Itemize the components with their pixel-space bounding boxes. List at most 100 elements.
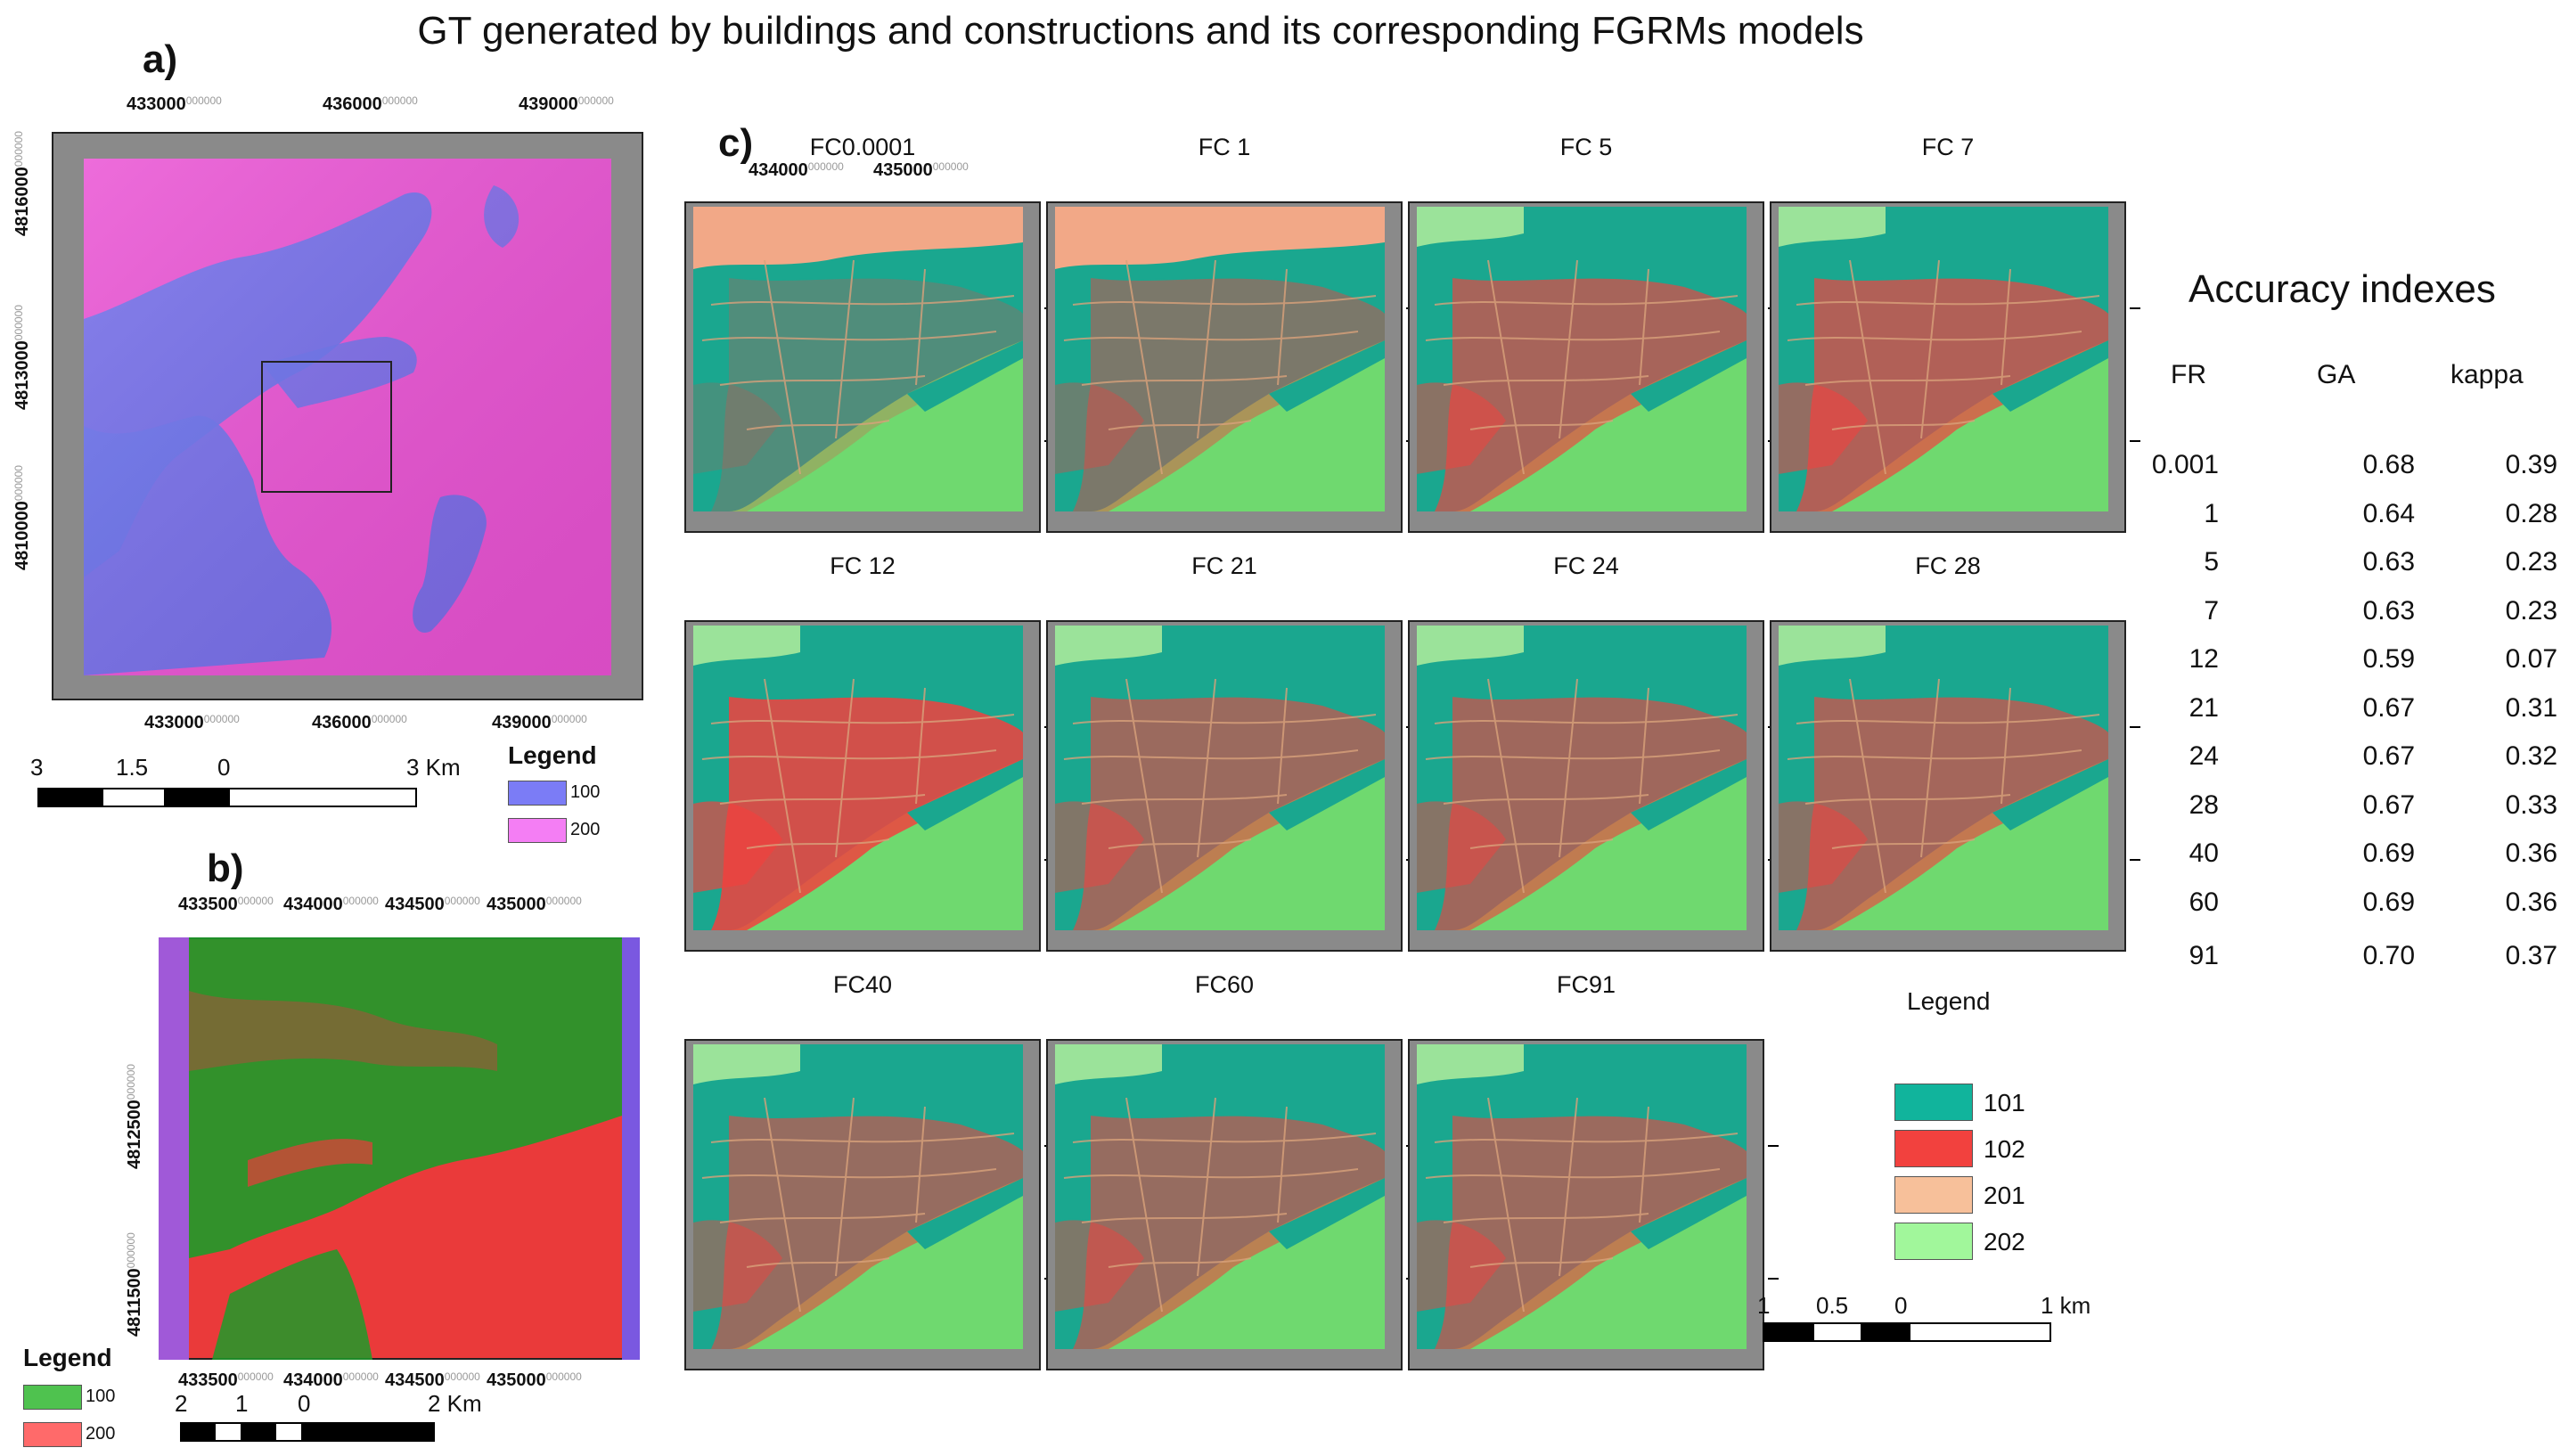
accuracy-fr-cell: 5 xyxy=(2204,547,2219,577)
accuracy-kappa-cell: 0.32 xyxy=(2505,741,2557,771)
panel-a-top-tick: 439000000000 xyxy=(519,94,614,114)
panel-b-left-tick: 4812500000000 xyxy=(125,1064,144,1169)
scale-bar-segment xyxy=(37,788,103,807)
accuracy-ga-cell: 0.67 xyxy=(2362,693,2415,723)
panel-b-top-tick: 433500000000 xyxy=(178,895,274,914)
map-tick-mark xyxy=(2130,859,2140,861)
legend-swatch-200 xyxy=(508,818,567,843)
fc-map-title: FC 21 xyxy=(1191,552,1257,579)
panel-b-landcover xyxy=(159,937,640,1360)
map-tick-mark xyxy=(1768,1278,1779,1280)
legend-label: 101 xyxy=(1984,1089,2025,1117)
accuracy-ga-cell: 0.67 xyxy=(2362,741,2415,771)
fc-map-frame xyxy=(1408,620,1764,952)
fc-map-frame xyxy=(1046,620,1403,952)
legend-label: 200 xyxy=(570,820,601,839)
accuracy-header-fr: FR xyxy=(2171,360,2206,389)
panel-c-scale-label: 1 xyxy=(1757,1292,1771,1319)
fc-map-title: FC40 xyxy=(832,971,893,998)
panel-c-scale-label: 0 xyxy=(1894,1292,1908,1319)
accuracy-fr-cell: 28 xyxy=(2189,790,2219,820)
legend-label: 100 xyxy=(570,782,601,802)
panel-c-legend-title: Legend xyxy=(1907,987,1991,1015)
accuracy-ga-cell: 0.59 xyxy=(2362,644,2415,674)
fc-map-frame xyxy=(1408,201,1764,533)
panel-c-scale-label: 0.5 xyxy=(1816,1292,1849,1319)
panel-a-left-tick: 4813000000000 xyxy=(12,305,32,410)
panel-c-top-tick: 435000000000 xyxy=(873,160,969,180)
map-tick-mark xyxy=(2130,440,2140,442)
panel-a-bottom-tick: 436000000000 xyxy=(312,713,407,732)
accuracy-fr-cell: 91 xyxy=(2189,941,2219,970)
accuracy-kappa-cell: 0.36 xyxy=(2505,888,2557,917)
fc-map-landcover xyxy=(1055,207,1385,511)
scale-bar-segment xyxy=(1861,1322,1910,1342)
fc-map-title: FC 5 xyxy=(1559,134,1613,160)
scale-bar-segment xyxy=(274,1422,303,1442)
legend-label: 102 xyxy=(1984,1135,2025,1163)
legend-swatch-100 xyxy=(23,1385,82,1410)
panel-a-bottom-tick: 433000000000 xyxy=(144,713,240,732)
panel-a-landcover xyxy=(84,159,611,675)
panel-a-bottom-tick: 439000000000 xyxy=(492,713,587,732)
accuracy-fr-cell: 24 xyxy=(2189,741,2219,771)
accuracy-kappa-cell: 0.23 xyxy=(2505,547,2557,577)
fc-map-landcover xyxy=(693,626,1023,930)
panel-a-left-tick: 4816000000000 xyxy=(12,131,32,236)
panel-b-bottom-tick: 433500000000 xyxy=(178,1370,274,1390)
panel-b-map xyxy=(159,937,640,1360)
panel-b-scale-label: 1 xyxy=(235,1390,249,1417)
accuracy-kappa-cell: 0.39 xyxy=(2505,450,2557,479)
accuracy-kappa-cell: 0.28 xyxy=(2505,499,2557,528)
panel-b-legend-title: Legend xyxy=(23,1344,112,1371)
panel-a-top-tick: 433000000000 xyxy=(127,94,222,114)
panel-a-scale-label: 3 Km xyxy=(406,754,461,781)
panel-a-legend-title: Legend xyxy=(508,741,597,769)
panel-a-map-frame xyxy=(52,132,643,700)
legend-swatch-200 xyxy=(23,1422,82,1447)
fc-map-landcover xyxy=(1417,1044,1747,1349)
fc-map-title: FC 1 xyxy=(1198,134,1251,160)
accuracy-ga-cell: 0.70 xyxy=(2362,941,2415,970)
fc-map-landcover xyxy=(693,1044,1023,1349)
scale-bar-segment xyxy=(1909,1322,2051,1342)
accuracy-fr-cell: 1 xyxy=(2204,499,2219,528)
fc-map-title: FC 12 xyxy=(830,552,896,579)
scale-bar-segment xyxy=(241,1422,276,1442)
panel-b-bottom-tick: 435000000000 xyxy=(487,1370,582,1390)
fc-map-frame xyxy=(1408,1039,1764,1370)
accuracy-title: Accuracy indexes xyxy=(2189,267,2496,311)
scale-bar-segment xyxy=(301,1422,435,1442)
accuracy-kappa-cell: 0.36 xyxy=(2505,838,2557,868)
panel-b-top-tick: 435000000000 xyxy=(487,895,582,914)
fc-map-title: FC 7 xyxy=(1921,134,1975,160)
scale-bar-segment xyxy=(214,1422,242,1442)
panel-b-label: b) xyxy=(207,847,244,890)
fc-map-title: FC 28 xyxy=(1915,552,1981,579)
fc-map-landcover xyxy=(1055,626,1385,930)
accuracy-header-ga: GA xyxy=(2317,360,2356,389)
fc-map-frame xyxy=(1770,620,2126,952)
panel-b-scale-label: 2 Km xyxy=(428,1390,482,1417)
legend-label: 200 xyxy=(86,1424,116,1444)
map-tick-mark xyxy=(1768,1145,1779,1147)
panel-a-scale-label: 0 xyxy=(217,754,231,781)
scale-bar-segment xyxy=(1763,1322,1814,1342)
panel-b-scale-label: 2 xyxy=(175,1390,188,1417)
fc-map-landcover xyxy=(1417,626,1747,930)
scale-bar-segment xyxy=(164,788,230,807)
accuracy-ga-cell: 0.64 xyxy=(2362,499,2415,528)
fc-map-frame xyxy=(1046,201,1403,533)
map-tick-mark xyxy=(2130,307,2140,309)
accuracy-fr-cell: 12 xyxy=(2189,644,2219,674)
accuracy-fr-cell: 60 xyxy=(2189,888,2219,917)
fc-map-frame xyxy=(1770,201,2126,533)
panel-a-scale-label: 1.5 xyxy=(116,754,149,781)
scale-bar-segment xyxy=(102,788,166,807)
fc-map-landcover xyxy=(1417,207,1747,511)
panel-b-top-tick: 434500000000 xyxy=(385,895,480,914)
accuracy-header-kappa: kappa xyxy=(2450,360,2524,389)
legend-label: 202 xyxy=(1984,1228,2025,1256)
accuracy-fr-cell: 21 xyxy=(2189,693,2219,723)
fc-map-landcover xyxy=(693,207,1023,511)
